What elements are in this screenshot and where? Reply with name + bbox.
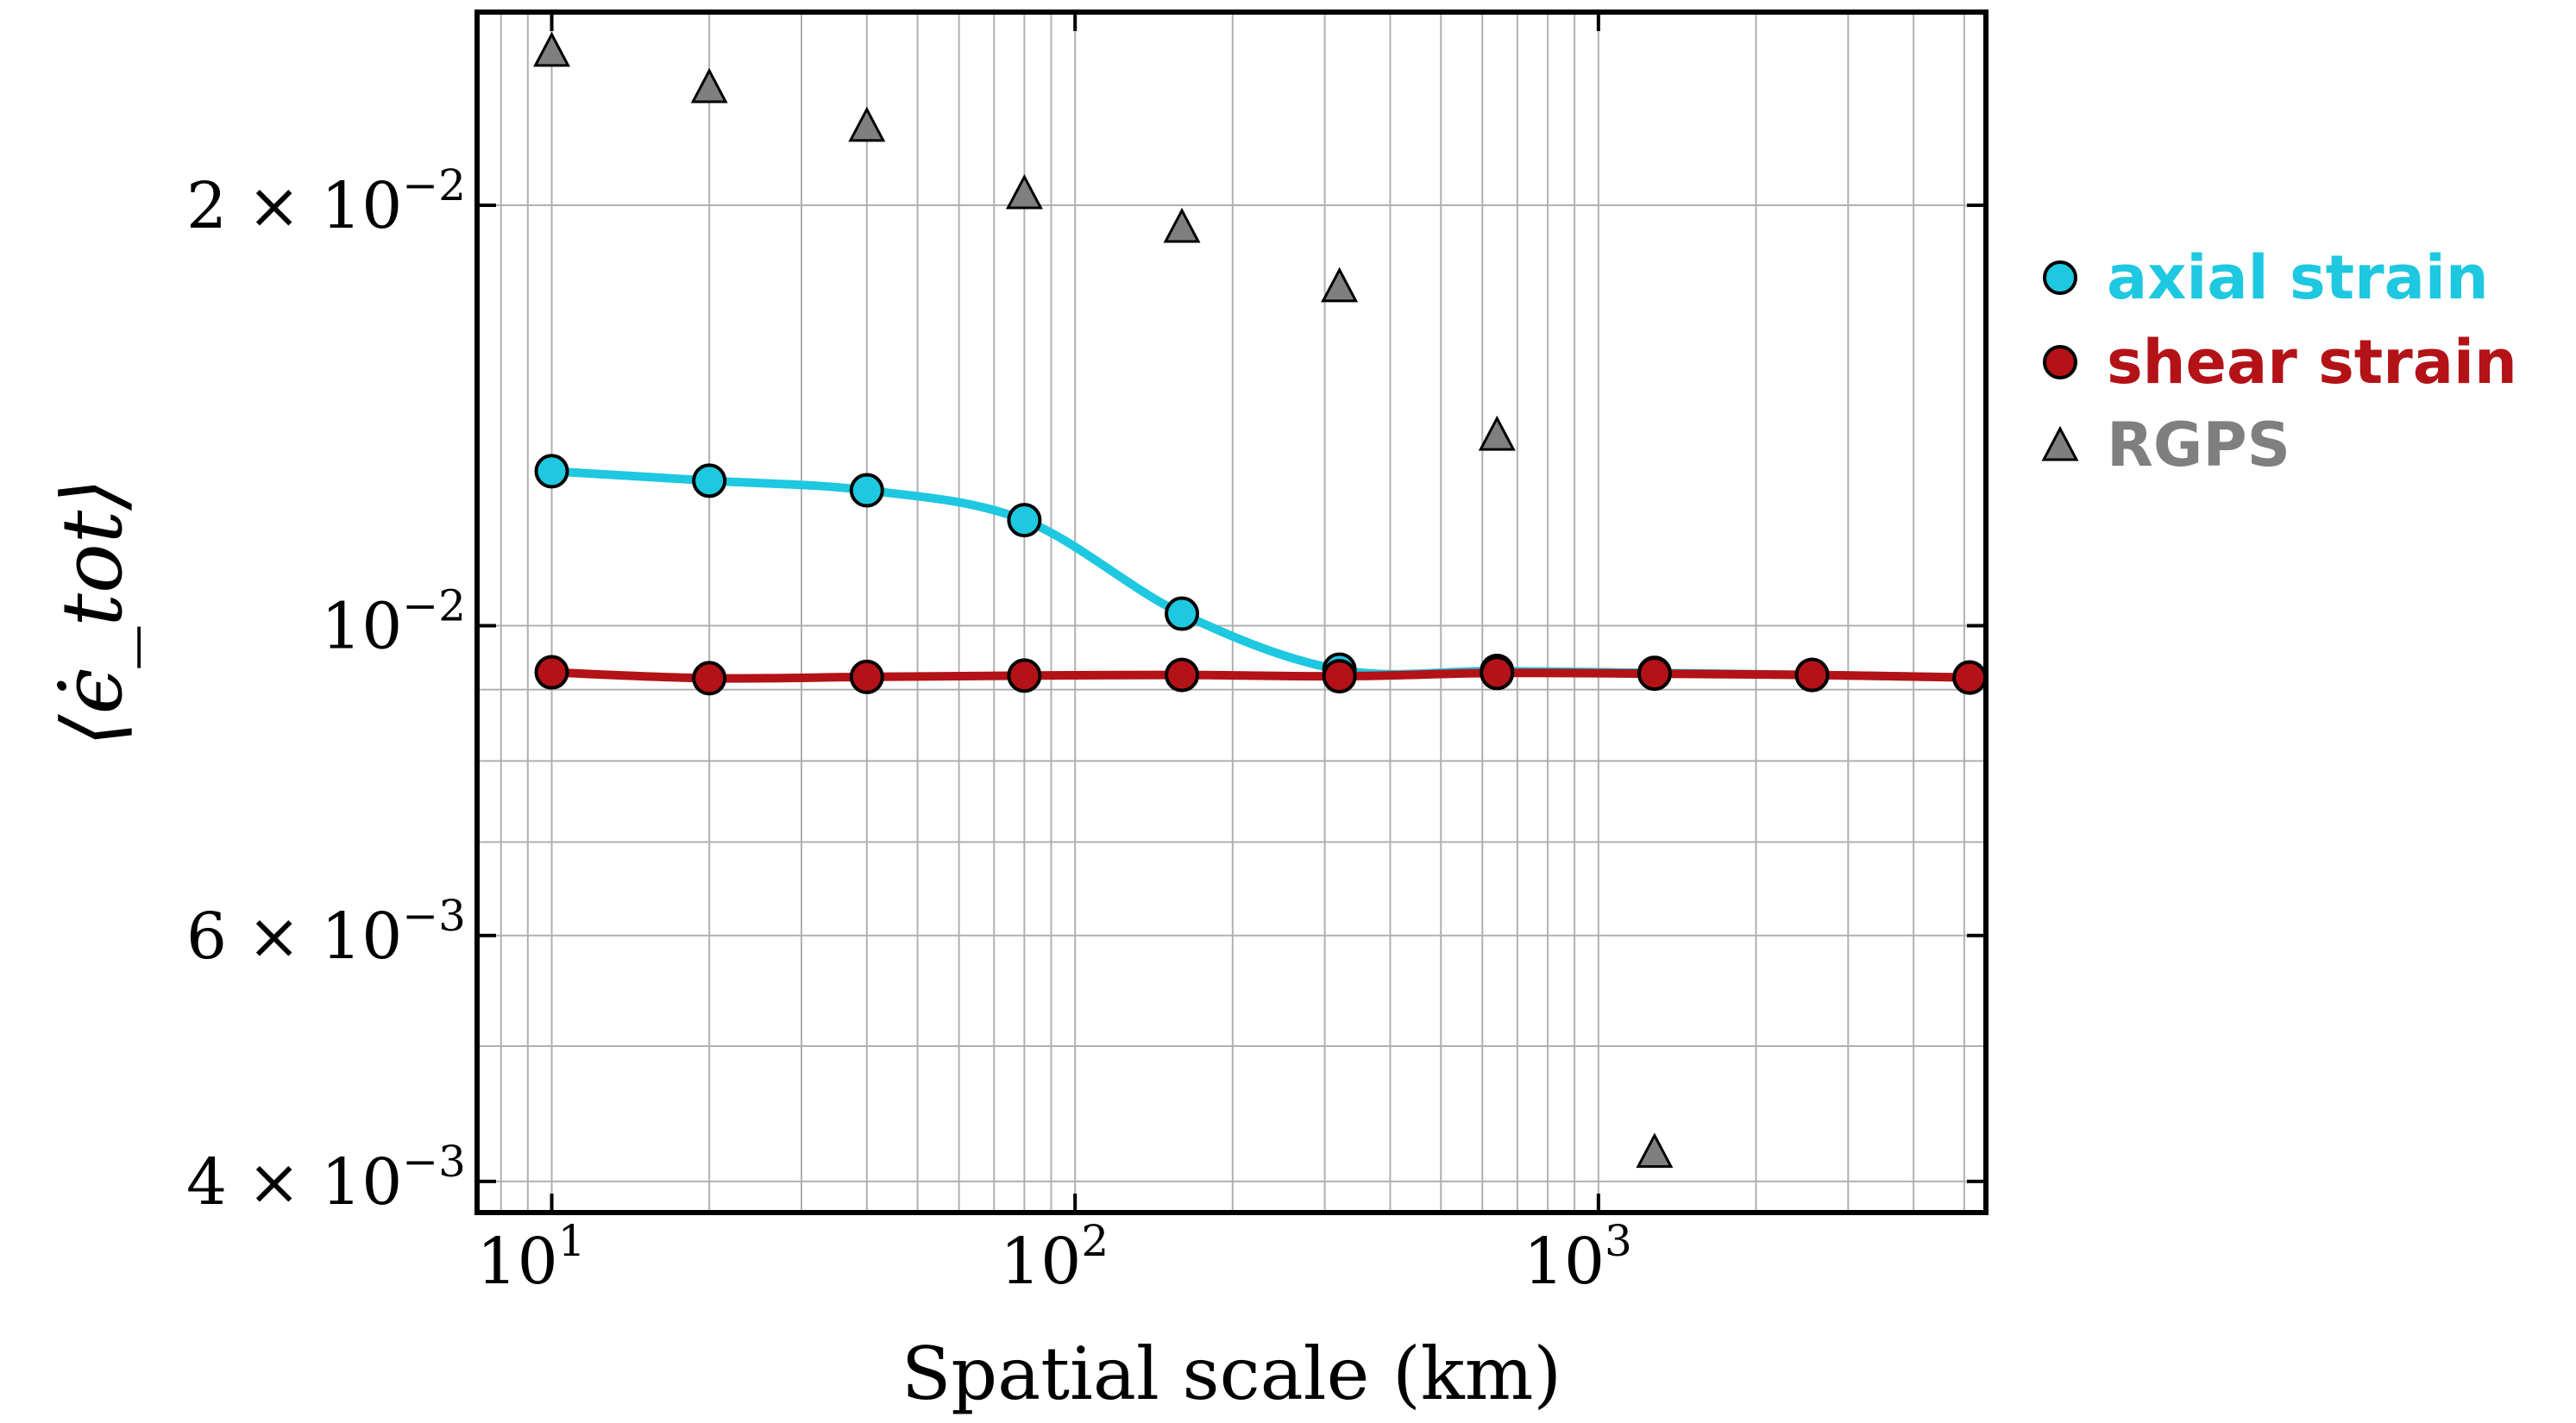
series-layer <box>533 31 1988 1169</box>
data-point <box>1007 658 1042 693</box>
data-point <box>692 463 727 498</box>
y-tick-label: 10−2 <box>321 580 466 663</box>
data-point <box>849 473 884 508</box>
data-point <box>1636 1132 1674 1169</box>
ticks: 101 102 103 2 × 10−2 10−2 6 × 10−3 4 × 10−3 <box>186 12 1986 1299</box>
series-shear-strain <box>534 655 1988 696</box>
legend: axial strain shear strain RGPS <box>2041 242 2517 480</box>
legend-item: axial strain <box>2043 242 2489 313</box>
legend-marker <box>2043 345 2077 379</box>
series-line <box>551 467 1970 682</box>
data-point <box>1478 415 1516 451</box>
data-point <box>1165 657 1200 693</box>
legend-marker <box>2043 260 2077 295</box>
legend-item: RGPS <box>2041 410 2290 480</box>
plot-frame <box>474 9 1989 1215</box>
data-point <box>1005 173 1043 210</box>
data-point <box>1007 503 1042 538</box>
y-tick-label: 4 × 10−3 <box>186 1137 466 1219</box>
legend-item: shear strain <box>2043 327 2517 398</box>
y-axis-label: ⟨ϵ̇_tot⟩ <box>44 478 141 747</box>
legend-marker <box>2041 425 2079 461</box>
data-point <box>692 661 727 696</box>
data-point <box>1637 656 1672 692</box>
data-point <box>533 31 571 67</box>
data-point <box>1322 659 1357 694</box>
data-point <box>690 67 728 103</box>
data-point <box>1952 660 1988 695</box>
data-point <box>1321 266 1359 303</box>
x-axis-label: Spatial scale (km) <box>902 1332 1561 1416</box>
data-point <box>1794 657 1830 693</box>
x-tick-label: 101 <box>477 1216 586 1299</box>
data-point <box>848 106 886 142</box>
grid <box>477 12 1986 1213</box>
data-point <box>1165 596 1200 631</box>
data-point <box>1480 655 1515 691</box>
data-point <box>1163 207 1201 243</box>
data-point <box>534 655 569 690</box>
legend-label: shear strain <box>2107 327 2517 398</box>
y-axis-label-text: ⟨ϵ̇_tot⟩ <box>44 478 141 747</box>
y-tick-label: 6 × 10−3 <box>186 891 466 974</box>
series-axial-strain <box>534 454 1988 695</box>
series-line <box>551 668 1970 683</box>
legend-label: axial strain <box>2107 242 2489 313</box>
data-point <box>534 454 569 489</box>
series-RGPS <box>533 31 1674 1169</box>
data-point <box>849 659 884 694</box>
x-tick-label: 102 <box>1000 1216 1109 1299</box>
legend-label: RGPS <box>2107 410 2290 480</box>
y-tick-label: 2 × 10−2 <box>186 160 466 243</box>
x-tick-label: 103 <box>1524 1216 1632 1299</box>
